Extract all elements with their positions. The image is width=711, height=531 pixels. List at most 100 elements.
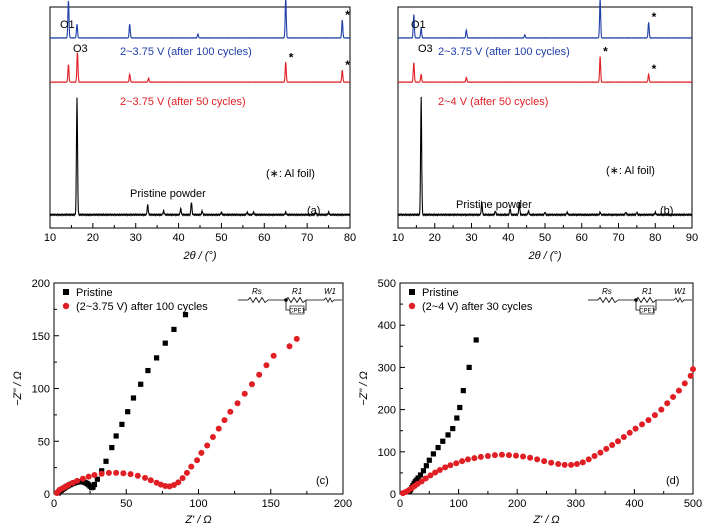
data-point-square [113,433,119,439]
data-point-circle [459,458,466,465]
star-marker: * [345,8,350,22]
data-point-circle [134,472,141,479]
equivalent-circuit: CPE1 Rs R1 W1 [238,287,342,315]
legend-marker [409,289,415,295]
data-point-square [457,404,463,411]
data-point-circle [687,372,694,379]
y-tick-label: 200 [32,278,50,290]
data-point-circle [198,449,205,456]
data-point-square [109,444,115,451]
y-tick-label: 100 [32,384,50,396]
x-tick-label: 90 [686,232,698,244]
data-point-square [454,415,460,421]
rs-label: Rs [252,287,262,296]
data-point-square [103,458,109,464]
data-point-circle [639,421,646,428]
data-point-circle [432,469,439,476]
legend-label: Pristine [422,287,459,299]
x-tick-label: 80 [344,232,356,244]
series-label: 2~3.75 V (after 50 cycles) [120,96,246,108]
o1-label: O1 [411,19,426,31]
cpe-label: CPE1 [639,309,655,315]
panel-label: (d) [666,475,679,487]
data-point-square [171,326,177,333]
data-point-circle [183,469,190,476]
legend-label: (2~3.75 V) after 100 cycles [76,301,208,313]
resistor-rs [597,296,619,304]
x-tick-label: 100 [189,498,207,510]
data-point-circle [585,456,592,463]
xrd-panel-a: 10 20 30 40 50 60 70 80 2θ / (°) * * 2~3.75 V (afte… [44,0,356,262]
data-point-square [460,388,466,394]
resistor-r1 [285,296,307,304]
data-point-circle [127,471,134,478]
data-point-circle [658,406,665,413]
data-point-circle [436,466,443,473]
data-point-circle [179,475,186,482]
data-point-circle [609,442,616,449]
x-tick-label: 70 [612,232,624,244]
series-label: Pristine powder [456,199,532,211]
data-point-square [94,476,100,482]
legend-marker [408,302,416,310]
series-line [49,0,351,39]
data-point-circle [98,470,105,477]
y-tick-label: 50 [38,436,50,448]
data-point-circle [453,460,460,467]
data-point-circle [204,442,211,449]
data-point-circle [113,469,120,476]
y-tick-label: 150 [32,331,50,343]
data-point-circle [477,453,484,460]
x-tick-label: 30 [130,232,142,244]
data-point-circle [484,453,491,460]
data-point-circle [209,434,216,441]
data-point-circle [614,438,621,445]
data-point-square [440,438,446,444]
cpe-label: CPE1 [289,309,305,315]
series-line [397,96,693,217]
y-axis-label: −Z" / Ω [358,371,370,406]
resistor-r1 [635,296,657,304]
x-tick-label: 150 [262,498,280,510]
data-point-square [153,355,160,361]
data-point-circle [675,387,682,394]
x-tick-label: 80 [649,232,661,244]
series-label: Pristine powder [130,188,206,200]
data-point-circle [293,335,300,342]
star-marker: * [289,50,294,64]
data-point-circle [85,473,92,480]
data-point-circle [74,477,81,484]
data-point-circle [147,477,154,484]
data-point-circle [651,412,658,419]
nyquist-panel-d: 0 100 200 300 400 500 0 100 200 300 400 500 Z' / Ω −Z… [358,278,702,526]
x-tick-label: 0 [51,498,57,510]
data-point-circle [670,393,677,400]
data-point-circle [175,479,182,486]
x-tick-label: 60 [258,232,270,244]
data-point-circle [234,400,241,407]
y-tick-label: 200 [378,405,396,417]
series-line [397,0,693,39]
data-point-square [91,481,98,488]
warburg-w1 [323,297,335,303]
data-point-square [415,475,421,481]
data-point-square [145,367,151,374]
data-point-circle [520,453,527,460]
data-point-circle [681,380,688,387]
data-point-square [417,472,424,478]
star-marker: * [603,44,608,58]
x-tick-label: 40 [172,232,184,244]
x-tick-label: 300 [567,498,585,510]
data-point-circle [442,464,449,471]
o1-label: O1 [60,19,75,31]
x-tick-label: 200 [334,498,352,510]
nyquist-panel-c: 0 50 100 150 200 0 50 100 150 200 Z' / Ω −Z" / Ω Pri… [12,278,352,526]
star-marker: * [652,10,657,24]
x-tick-label: 20 [429,232,441,244]
x-tick-label: 50 [539,232,551,244]
x-tick-label: 30 [465,232,477,244]
y-tick-label: 400 [378,320,396,332]
cpe-element [289,305,305,315]
y-tick-label: 300 [378,362,396,374]
